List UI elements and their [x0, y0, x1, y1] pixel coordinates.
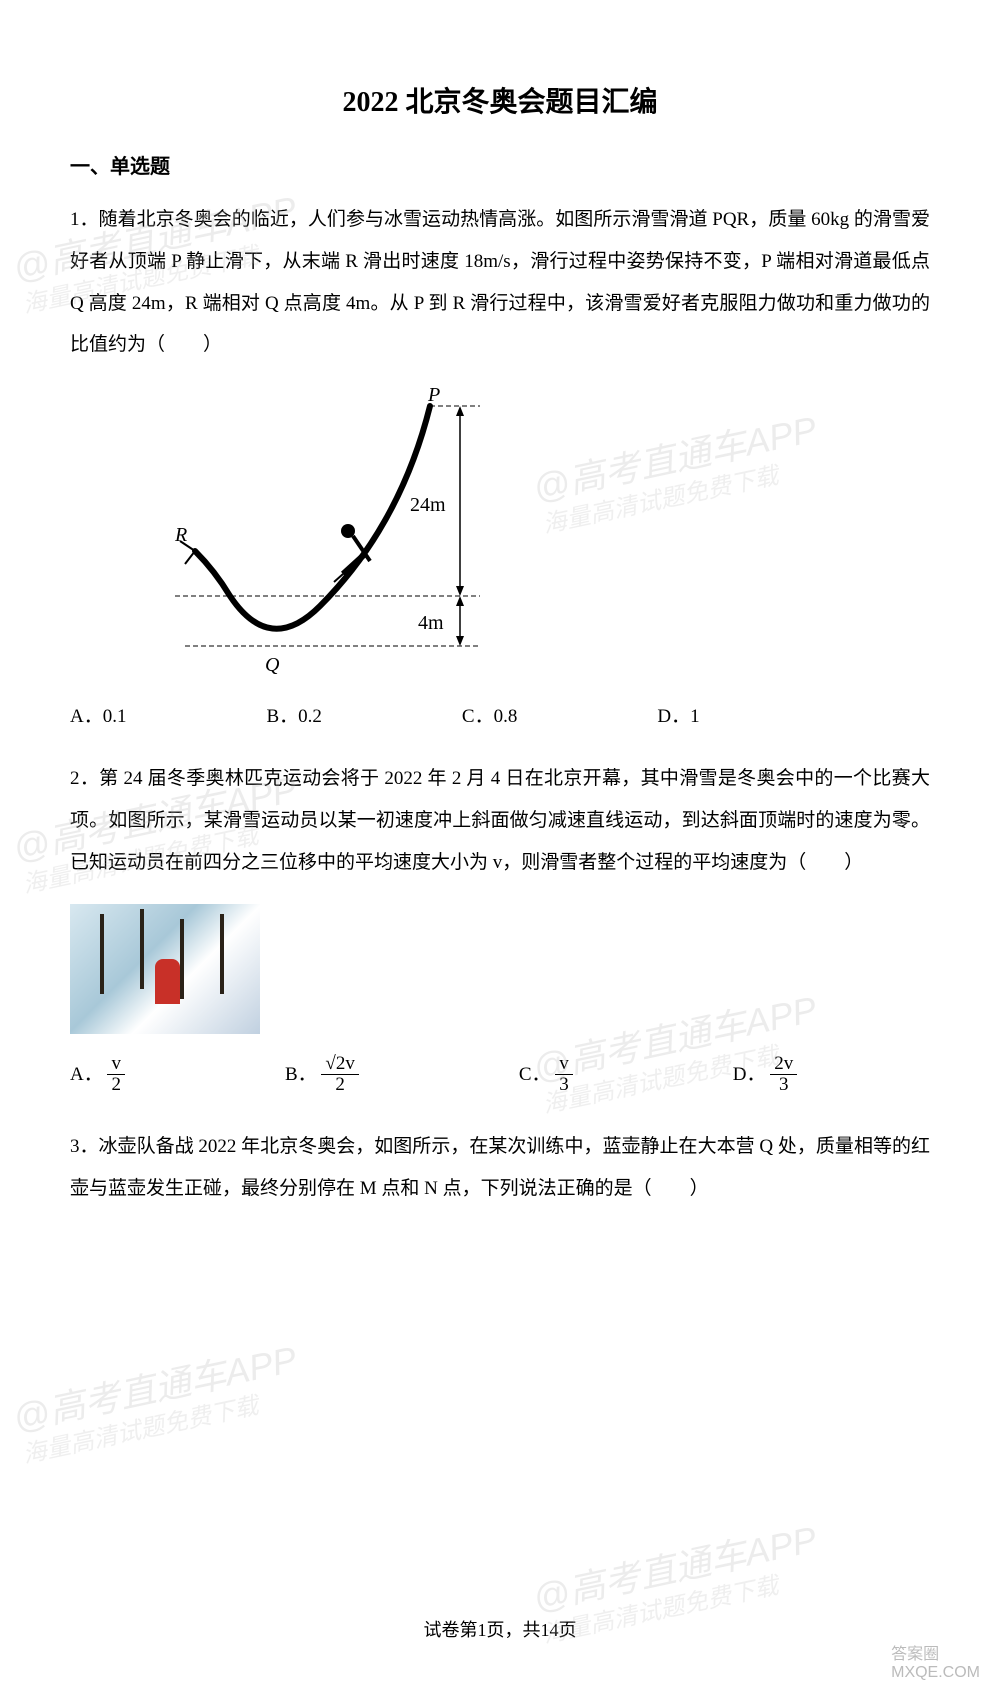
q2-d-den: 3 [770, 1075, 797, 1096]
page-footer: 试卷第1页，共14页 [0, 1616, 1000, 1642]
q2-a-num: v [107, 1054, 125, 1076]
corner-cn: 答案圈 [891, 1646, 939, 1663]
corner-watermark: 答案圈 MXQE.COM [891, 1640, 980, 1682]
q2-a-den: 2 [107, 1075, 125, 1096]
question-2-options: A． v2 B． √2v2 C． v3 D． 2v3 [70, 1054, 930, 1097]
q1-option-a: A．0.1 [70, 701, 126, 728]
watermark-text: 海量高清试题免费下载 [19, 1385, 261, 1469]
q1-option-b: B．0.2 [266, 701, 321, 728]
question-1-options: A．0.1 B．0.2 C．0.8 D．1 [70, 701, 930, 728]
label-q: Q [265, 654, 280, 676]
question-2-text: 2．第 24 届冬季奥林匹克运动会将于 2022 年 2 月 4 日在北京开幕，… [70, 758, 930, 883]
q2-c-den: 3 [555, 1075, 573, 1096]
watermark-text: @高考直通车APP [528, 1511, 821, 1622]
q2-c-prefix: C． [519, 1063, 551, 1084]
label-p: P [427, 386, 440, 406]
question-2-figure [70, 904, 260, 1034]
q2-b-prefix: B． [285, 1063, 317, 1084]
question-1-figure: P Q R 24m 4m [70, 386, 930, 681]
q2-b-num: √2v [321, 1054, 358, 1076]
height-24m: 24m [410, 494, 446, 516]
q2-option-c: C． v3 [519, 1054, 573, 1097]
q1-option-c: C．0.8 [462, 701, 517, 728]
q2-d-num: 2v [770, 1054, 797, 1076]
question-3-text: 3．冰壶队备战 2022 年北京冬奥会，如图所示，在某次训练中，蓝壶静止在大本营… [70, 1126, 930, 1210]
q2-option-b: B． √2v2 [285, 1054, 359, 1097]
section-heading: 一、单选题 [70, 150, 930, 179]
q2-d-prefix: D． [733, 1063, 766, 1084]
watermark-text: @高考直通车APP [8, 1331, 301, 1442]
q2-c-num: v [555, 1054, 573, 1076]
q2-option-d: D． 2v3 [733, 1054, 797, 1097]
label-r: R [174, 524, 187, 546]
q2-a-prefix: A． [70, 1063, 103, 1084]
q2-b-den: 2 [321, 1075, 358, 1096]
corner-en: MXQE.COM [891, 1664, 980, 1681]
q1-option-d: D．1 [657, 701, 699, 728]
q2-option-a: A． v2 [70, 1054, 125, 1097]
page-title: 2022 北京冬奥会题目汇编 [70, 80, 930, 120]
height-4m: 4m [418, 612, 444, 634]
question-1-text: 1．随着北京冬奥会的临近，人们参与冰雪运动热情高涨。如图所示滑雪滑道 PQR，质… [70, 199, 930, 366]
